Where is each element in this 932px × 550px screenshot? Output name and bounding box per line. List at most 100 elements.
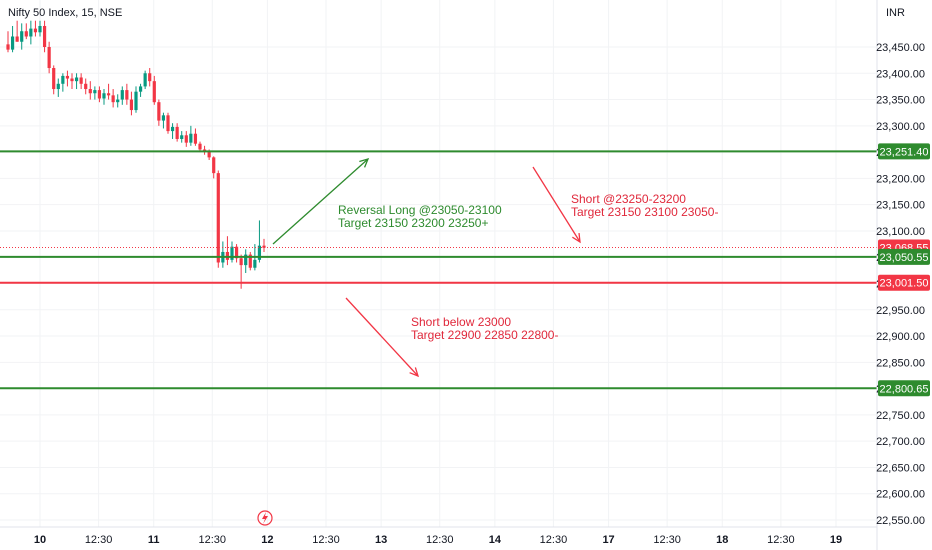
price-tag — [878, 380, 930, 397]
candle-body — [230, 246, 234, 260]
y-tick-label: 23,150.00 — [876, 200, 925, 212]
candle-body — [138, 86, 143, 92]
x-tick-label: 13 — [375, 534, 387, 546]
candle-body — [29, 28, 33, 37]
x-tick-label: 12:30 — [85, 534, 113, 546]
candle-body — [70, 78, 74, 82]
candle-body — [88, 89, 92, 94]
y-tick-label: 23,400.00 — [876, 68, 925, 80]
annotations: Reversal Long @23050-23100 Target 23150 … — [338, 192, 718, 342]
candle-body — [102, 93, 106, 99]
arrow-short-down[interactable] — [532, 166, 581, 244]
candle-body — [61, 75, 65, 84]
annotation-shortbelow-line2: Target 22900 22850 22800- — [411, 328, 558, 342]
candle-body — [52, 68, 56, 90]
candle-body — [93, 90, 97, 94]
x-tick-label: 12:30 — [540, 534, 568, 546]
annotation-short-line2: Target 23150 23100 23050- — [571, 205, 718, 219]
x-tick-label: 10 — [34, 534, 46, 546]
y-tick-label: 22,750.00 — [876, 410, 925, 422]
arrow-long-up[interactable] — [272, 158, 370, 245]
candle-body — [116, 99, 120, 103]
candle-body — [170, 126, 175, 132]
price-tag-label: 23,251.40 — [880, 146, 929, 158]
candle-body — [234, 246, 239, 259]
y-tick-label: 22,700.00 — [876, 436, 925, 448]
price-tag-label: 22,800.65 — [880, 383, 929, 395]
candles-group — [6, 20, 266, 289]
price-tag — [878, 274, 930, 291]
candle-body — [38, 25, 42, 33]
candle-body — [207, 152, 211, 158]
candle-body — [143, 73, 147, 87]
y-tick-label: 22,950.00 — [876, 305, 925, 317]
candle-body — [152, 81, 156, 103]
candle-body — [239, 258, 243, 266]
x-tick-label: 11 — [148, 534, 160, 546]
candle-body — [198, 143, 202, 150]
candle-body — [244, 254, 248, 266]
time-axis[interactable]: 10 12:30 11 12:30 12 12:30 13 12:30 14 12:30 17 12:… — [0, 526, 877, 546]
y-tick-label: 22,600.00 — [876, 489, 925, 501]
candle-body — [79, 77, 83, 84]
price-tag-label: 23,050.55 — [880, 252, 929, 264]
arrow-shortbelow-down[interactable] — [345, 297, 420, 378]
candle-body — [157, 102, 161, 121]
symbol-title: Nifty 50 Index, 15, NSE — [8, 7, 122, 19]
x-tick-label: 12:30 — [653, 534, 681, 546]
annotation-shortbelow-line1: Short below 23000 — [411, 315, 511, 329]
y-tick-label: 23,350.00 — [876, 95, 925, 107]
y-tick-label: 23,100.00 — [876, 226, 925, 238]
price-tag — [878, 248, 930, 265]
candle-body — [193, 133, 198, 144]
y-tick-label: 22,550.00 — [876, 515, 925, 527]
x-tick-label: 12:30 — [426, 534, 454, 546]
x-tick-label: 12 — [261, 534, 273, 546]
candle-body — [125, 90, 129, 100]
candle-body — [166, 115, 170, 132]
lightning-icon[interactable] — [257, 510, 273, 526]
x-tick-label: 12:30 — [199, 534, 227, 546]
candle-body — [216, 173, 220, 263]
candle-body — [184, 135, 188, 143]
y-tick-label: 22,850.00 — [876, 357, 925, 369]
candle-body — [33, 28, 38, 33]
candle-body — [74, 77, 79, 82]
candle-body — [225, 251, 230, 260]
candle-body — [134, 91, 138, 111]
price-tag — [878, 143, 930, 160]
y-tick-label: 22,900.00 — [876, 331, 925, 343]
candle-body — [180, 135, 184, 139]
candle-body — [6, 44, 10, 50]
x-tick-label: 17 — [602, 534, 614, 546]
horizontal-levels — [0, 150, 877, 390]
candle-body — [120, 90, 124, 100]
x-tick-label: 19 — [830, 534, 842, 546]
candle-body — [161, 115, 166, 121]
candle-body — [20, 31, 24, 42]
candle-body — [15, 36, 19, 42]
candle-body — [253, 259, 257, 268]
candle-body — [84, 83, 88, 90]
y-tick-label: 23,450.00 — [876, 42, 925, 54]
grid-lines — [0, 0, 877, 527]
y-tick-label: 23,200.00 — [876, 173, 925, 185]
candle-body — [257, 245, 262, 260]
candle-body — [10, 36, 15, 50]
x-tick-label: 12:30 — [312, 534, 340, 546]
x-tick-label: 14 — [489, 534, 502, 546]
candle-body — [56, 83, 60, 90]
annotation-short-line1: Short @23250-23200 — [571, 192, 686, 206]
trade-arrows — [272, 158, 581, 378]
candle-body — [97, 90, 102, 99]
candle-body — [212, 157, 216, 174]
annotation-long-line1: Reversal Long @23050-23100 — [338, 203, 502, 217]
candle-body — [248, 254, 252, 268]
candle-body — [111, 95, 115, 103]
candle-body — [189, 133, 193, 143]
x-tick-label: 12:30 — [767, 534, 795, 546]
candle-body — [175, 126, 179, 139]
candle-body — [24, 31, 28, 37]
annotation-long-line2: Target 23150 23200 23250+ — [338, 216, 488, 230]
